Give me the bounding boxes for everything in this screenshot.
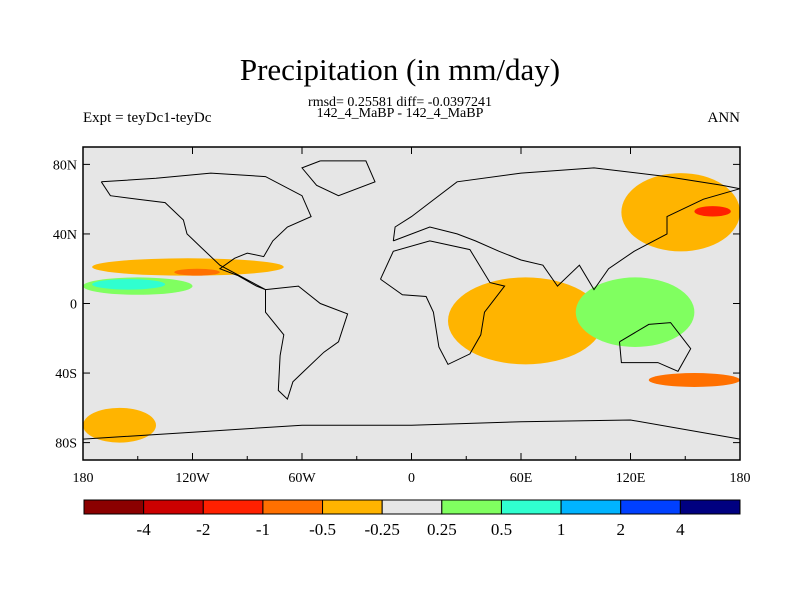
x-tick-label: 180 [73, 471, 94, 486]
contour-region-indian-ocean-green [575, 277, 695, 347]
coastline-1 [265, 285, 349, 401]
colorbar-swatch [620, 499, 681, 515]
x-tick-label: 120E [616, 471, 646, 486]
y-tick-label: 40S [55, 367, 77, 382]
colorbar-swatch [202, 499, 264, 515]
colorbar-swatch [441, 499, 502, 515]
x-tick-label: 180 [730, 471, 751, 486]
x-tick-label: 120W [175, 471, 210, 486]
y-tick-label: 80N [53, 158, 77, 173]
axis-layer: 180 120W 60W 0 60E 120E 180 80N 40N 0 40S 80S [53, 146, 751, 486]
coastline-6 [82, 419, 741, 440]
colorbar-label: 0.25 [427, 520, 457, 539]
colorbar-label: 0.5 [491, 520, 512, 539]
contour-region-pacific-north-yellow [92, 258, 284, 276]
contour-region-south-pacific-orange [648, 373, 740, 387]
colorbar-label: -2 [196, 520, 210, 539]
coastline-3 [380, 240, 506, 366]
colorbar-label: -4 [137, 520, 152, 539]
coastline-0 [100, 172, 312, 291]
contour-region-atlantic-band-yellow [448, 277, 604, 365]
case-label: 142_4_MaBP - 142_4_MaBP [316, 106, 484, 121]
y-tick-label: 80S [55, 437, 77, 452]
x-tick-label: 0 [408, 471, 415, 486]
contour-region-north-pacific-red [694, 206, 731, 217]
colorbar-swatch [83, 499, 145, 515]
coastline-2 [301, 160, 376, 197]
map-layer [82, 147, 741, 460]
colorbar-label: -0.25 [364, 520, 399, 539]
colorbar-swatch [679, 499, 741, 515]
contour-region-southern-ocean-yellow [83, 407, 156, 443]
colorbar-label: 4 [676, 520, 685, 539]
expt-label: Expt = teyDc1-teyDc [83, 110, 212, 126]
colorbar-label: -1 [256, 520, 270, 539]
contour-region-north-pacific-yellow [621, 173, 740, 252]
season-label: ANN [707, 110, 741, 126]
colorbar-swatch [143, 499, 204, 515]
colorbar-swatch [322, 499, 383, 515]
colorbar-swatch [381, 499, 443, 515]
colorbar-label: 1 [557, 520, 566, 539]
colorbar-swatch [560, 499, 622, 515]
chart-title: Precipitation (in mm/day) [239, 52, 561, 87]
chart-subtitle: rmsd= 0.25581 diff= -0.0397241 [308, 95, 492, 110]
coastline-4 [392, 167, 741, 291]
colorbar-label: 2 [616, 520, 625, 539]
y-tick-label: 40N [53, 228, 77, 243]
x-tick-label: 60E [510, 471, 533, 486]
colorbar: -4 -2 -1 -0.5 -0.25 0.25 0.5 1 2 4 [83, 499, 741, 539]
contour-region-pacific-north-cyan [92, 279, 166, 290]
contour-region-pacific-north-orange [174, 268, 220, 276]
x-tick-label: 60W [288, 471, 316, 486]
y-tick-label: 0 [70, 298, 77, 313]
colorbar-swatch [262, 499, 324, 515]
coastline-5 [619, 322, 692, 372]
colorbar-swatch [500, 499, 562, 515]
colorbar-label: -0.5 [309, 520, 336, 539]
